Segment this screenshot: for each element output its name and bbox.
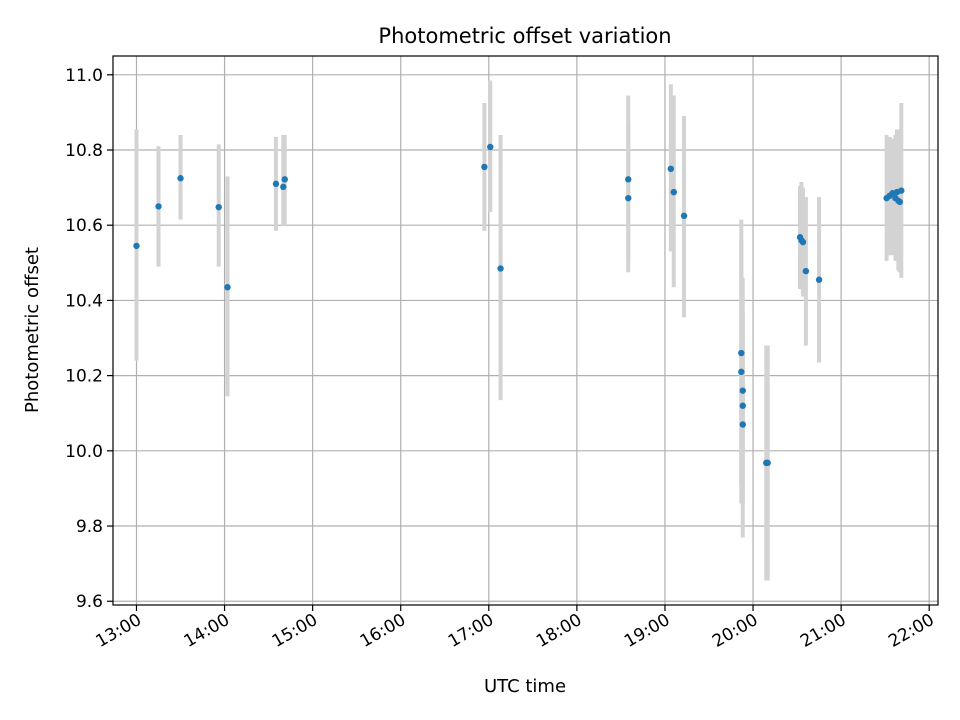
data-point	[215, 203, 222, 211]
data-point	[739, 402, 746, 409]
data-point	[802, 267, 810, 275]
y-tick-label: 10.6	[65, 216, 103, 236]
y-tick-label: 9.8	[76, 517, 103, 537]
data-point	[177, 175, 184, 182]
data-point	[738, 349, 745, 357]
data-point	[896, 198, 904, 206]
y-tick-label: 10.4	[65, 291, 103, 311]
data-point	[625, 194, 632, 202]
data-point	[481, 163, 488, 171]
data-point	[281, 176, 288, 183]
data-point	[815, 276, 823, 283]
x-axis-label: UTC time	[484, 676, 566, 697]
y-tick-label: 10.2	[65, 367, 103, 387]
data-point	[487, 143, 494, 151]
data-point	[764, 459, 771, 467]
data-point	[739, 421, 746, 428]
data-point	[272, 180, 280, 188]
data-point	[155, 203, 162, 210]
data-point	[799, 238, 807, 246]
y-axis-ticks: 9.6 9.8 10.0 10.2 10.4 10.6 10.8 11.0	[65, 66, 113, 612]
data-point	[680, 212, 688, 220]
data-point	[738, 368, 745, 376]
y-axis-label: Photometric offset	[22, 247, 43, 413]
data-point	[739, 387, 746, 394]
y-tick-label: 10.0	[65, 442, 103, 462]
data-point	[280, 183, 287, 191]
plot-frame	[112, 55, 939, 606]
y-tick-label: 9.6	[76, 592, 103, 612]
data-point	[625, 176, 632, 183]
data-point	[670, 188, 677, 196]
data-point	[224, 284, 231, 291]
data-point	[497, 265, 504, 272]
data-points	[133, 143, 905, 467]
chart-title: Photometric offset variation	[378, 24, 671, 48]
y-tick-label: 10.8	[65, 141, 103, 161]
data-point	[133, 242, 140, 250]
data-point	[667, 165, 675, 173]
data-point	[898, 187, 905, 194]
y-tick-label: 11.0	[65, 66, 103, 86]
grid-lines	[113, 56, 938, 605]
